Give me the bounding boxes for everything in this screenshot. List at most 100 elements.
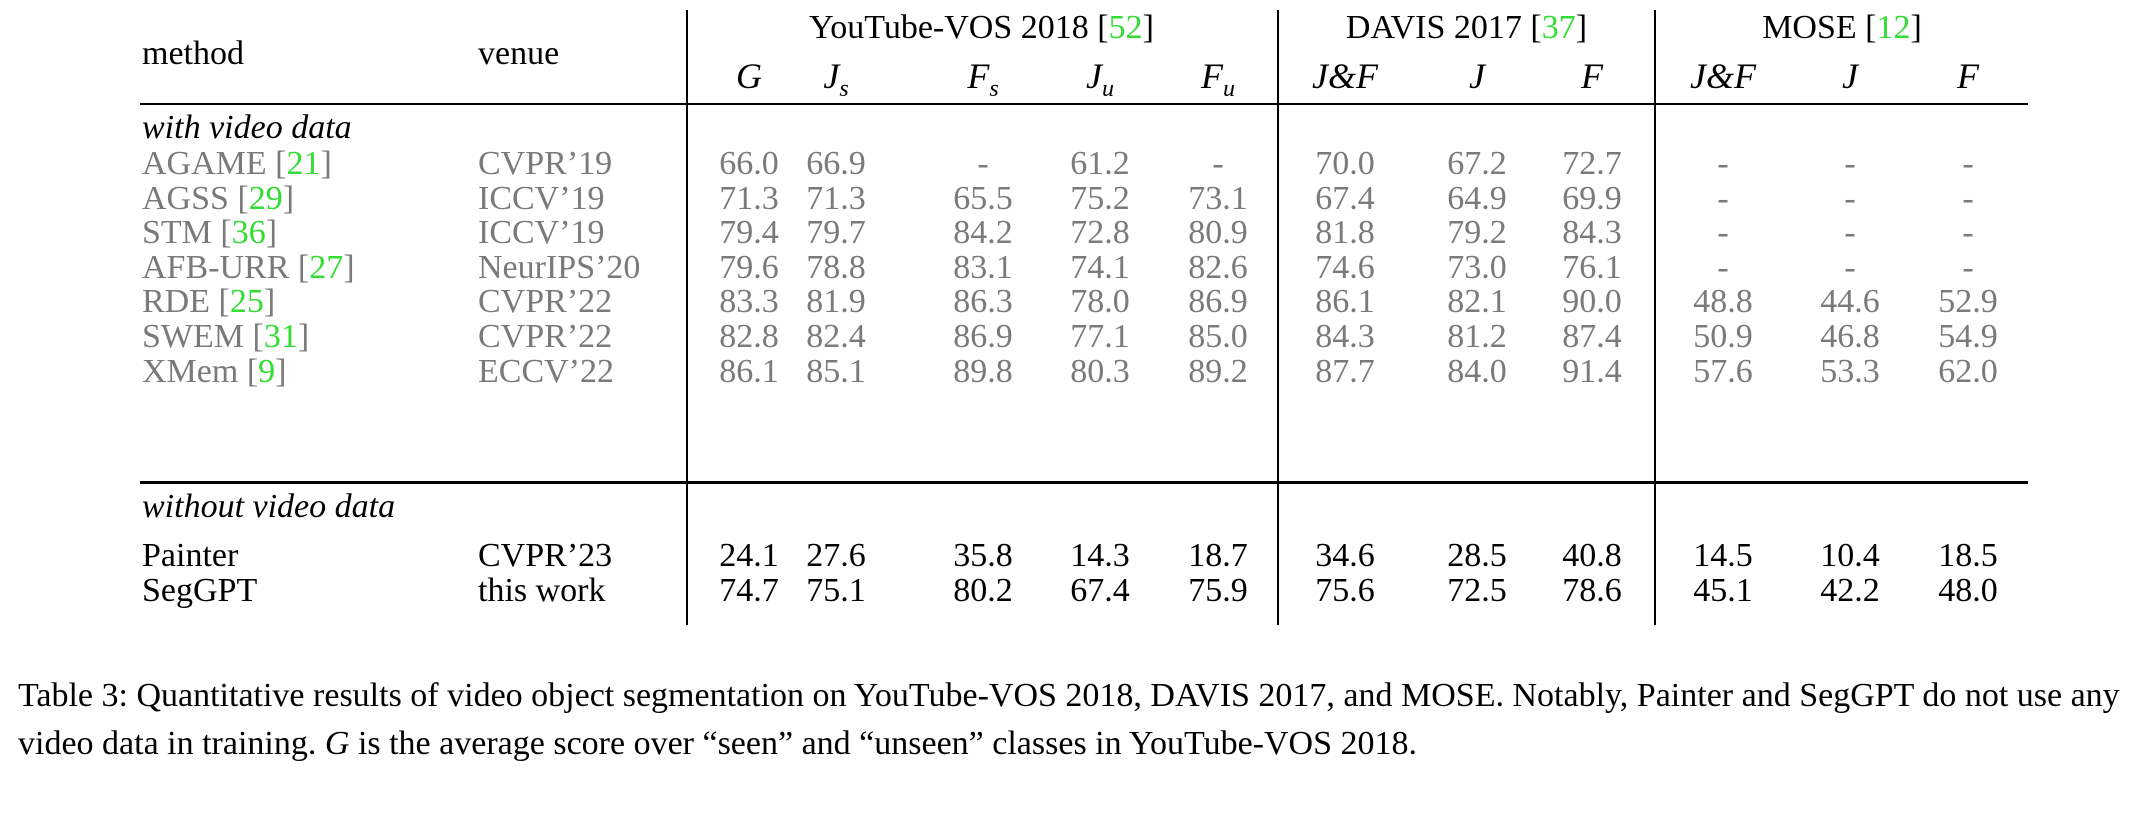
- value-cell: 14.5: [1693, 537, 1753, 574]
- caption-text-2: is the average score over “seen” and “un…: [349, 725, 1418, 762]
- value-cell: 28.5: [1447, 537, 1507, 574]
- value-cell: 74.6: [1315, 248, 1375, 286]
- subheader-ytvos-3: Ju: [1040, 56, 1160, 109]
- col-header-method: method: [142, 35, 244, 72]
- value-cell: 35.8: [953, 537, 1013, 574]
- method-label: SWEM: [142, 318, 244, 355]
- citation: 27: [309, 248, 344, 286]
- value-cell: 18.5: [1938, 537, 1998, 574]
- value-cell: 45.1: [1693, 571, 1753, 609]
- value-cell: 64.9: [1447, 179, 1507, 217]
- method-label: Painter: [142, 537, 239, 574]
- method-name: XMem [9]: [142, 352, 287, 390]
- value-cell: 67.4: [1070, 571, 1130, 609]
- value-cell: 85.0: [1188, 318, 1248, 355]
- value-cell: 24.1: [719, 537, 779, 574]
- value-cell: 70.0: [1315, 145, 1375, 182]
- value-cell: 82.1: [1447, 283, 1507, 321]
- value-cell: 82.4: [806, 318, 866, 355]
- citation: 31: [263, 318, 298, 355]
- value-cell: -: [1717, 248, 1729, 286]
- subheader-subscript: s: [839, 76, 849, 103]
- value-cell: 75.1: [806, 571, 866, 609]
- value-cell: -: [977, 145, 989, 182]
- citation: 36: [231, 214, 266, 252]
- method-label: AGSS: [142, 179, 229, 217]
- citation: 52: [1108, 9, 1143, 46]
- venue: NeurIPS’20: [478, 248, 641, 286]
- subheader-davis-0: J&F: [1312, 56, 1378, 96]
- value-cell: 78.6: [1562, 571, 1622, 609]
- subheader-main: J: [1086, 56, 1102, 96]
- value-cell: 40.8: [1562, 537, 1622, 574]
- subheader-davis-2: F: [1581, 56, 1603, 96]
- value-cell: 85.1: [806, 352, 866, 390]
- value-cell: 75.6: [1315, 571, 1375, 609]
- value-cell: -: [1717, 179, 1729, 217]
- subheader-ytvos-1: Js: [776, 56, 896, 109]
- group-header-mose: MOSE [12]: [1762, 9, 1922, 46]
- value-cell: -: [1717, 214, 1729, 252]
- value-cell: 86.9: [953, 318, 1013, 355]
- method-name: AFB-URR [27]: [142, 248, 355, 286]
- value-cell: 62.0: [1938, 352, 1998, 390]
- value-cell: 86.9: [1188, 283, 1248, 321]
- value-cell: 80.3: [1070, 352, 1130, 390]
- venue: CVPR’22: [478, 318, 613, 355]
- value-cell: 79.6: [719, 248, 779, 286]
- value-cell: 89.8: [953, 352, 1013, 390]
- caption-text-1: Quantitative results of video object seg…: [18, 677, 2120, 762]
- value-cell: 78.8: [806, 248, 866, 286]
- value-cell: 61.2: [1070, 145, 1130, 182]
- value-cell: 90.0: [1562, 283, 1622, 321]
- table-caption: Table 3: Quantitative results of video o…: [18, 672, 2128, 768]
- subheader-davis-1: J: [1469, 56, 1485, 96]
- value-cell: 46.8: [1820, 318, 1880, 355]
- value-cell: 10.4: [1820, 537, 1880, 574]
- value-cell: 80.9: [1188, 214, 1248, 252]
- value-cell: 52.9: [1938, 283, 1998, 321]
- value-cell: 86.1: [1315, 283, 1375, 321]
- citation: 21: [286, 145, 321, 182]
- method-name: RDE [25]: [142, 283, 276, 321]
- method-name: SegGPT: [142, 571, 257, 611]
- citation: 9: [258, 352, 276, 390]
- value-cell: 86.1: [719, 352, 779, 390]
- method-name: AGSS [29]: [142, 179, 295, 217]
- mid-rule: [140, 481, 2028, 484]
- subheader-subscript: u: [1223, 76, 1235, 103]
- value-cell: 87.4: [1562, 318, 1622, 355]
- col-header-venue: venue: [478, 35, 560, 72]
- value-cell: 67.4: [1315, 179, 1375, 217]
- value-cell: 81.2: [1447, 318, 1507, 355]
- value-cell: 69.9: [1562, 179, 1622, 217]
- value-cell: 72.8: [1070, 214, 1130, 252]
- venue: ICCV’19: [478, 179, 605, 217]
- group-name: YouTube-VOS 2018: [809, 9, 1089, 46]
- group-name: DAVIS 2017: [1345, 9, 1522, 46]
- value-cell: 86.3: [953, 283, 1013, 321]
- subheader-mose-2: F: [1957, 56, 1979, 96]
- method-name: AGAME [21]: [142, 145, 332, 182]
- method-name: STM [36]: [142, 214, 278, 252]
- subheader-main: G: [736, 56, 762, 96]
- value-cell: -: [1962, 214, 1974, 252]
- value-cell: 91.4: [1562, 352, 1622, 390]
- value-cell: 34.6: [1315, 537, 1375, 574]
- value-cell: 75.9: [1188, 571, 1248, 609]
- value-cell: -: [1844, 214, 1856, 252]
- method-label: AGAME: [142, 145, 267, 182]
- subheader-main: F: [1201, 56, 1223, 96]
- value-cell: 57.6: [1693, 352, 1753, 390]
- value-cell: 67.2: [1447, 145, 1507, 182]
- value-cell: -: [1962, 145, 1974, 182]
- method-name: SWEM [31]: [142, 318, 310, 355]
- value-cell: 76.1: [1562, 248, 1622, 286]
- value-cell: 18.7: [1188, 537, 1248, 574]
- method-label: AFB-URR: [142, 248, 290, 286]
- vrule-3: [1654, 10, 1656, 625]
- subheader-ytvos-4: Fu: [1158, 56, 1278, 109]
- method-name: Painter: [142, 536, 238, 576]
- value-cell: 82.8: [719, 318, 779, 355]
- value-cell: 72.5: [1447, 571, 1507, 609]
